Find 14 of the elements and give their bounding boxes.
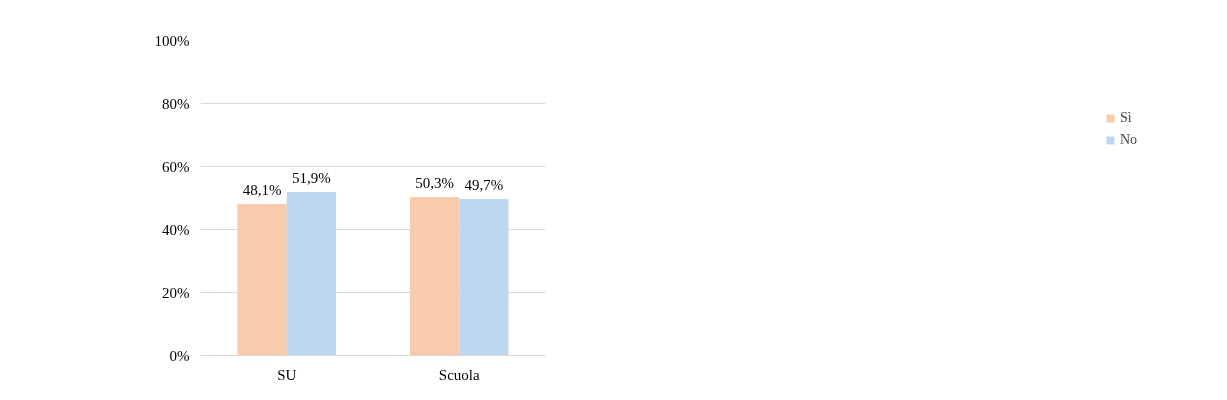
- y-tick-label: 20%: [162, 284, 190, 301]
- x-tick-label: SU: [277, 366, 297, 383]
- data-label: 50,3%: [415, 175, 454, 192]
- data-label: 49,7%: [464, 176, 504, 193]
- x-tick-label: Scuola: [438, 366, 480, 383]
- data-label: 51,9%: [292, 170, 331, 187]
- legend-label: No: [1120, 132, 1139, 148]
- y-tick-label: 80%: [162, 95, 190, 112]
- legend-label: Sì: [1120, 110, 1133, 126]
- data-label: 48,1%: [242, 181, 282, 198]
- y-tick-label: 60%: [162, 158, 190, 175]
- y-tick-label: 0%: [169, 347, 190, 364]
- y-tick-label: 40%: [162, 221, 190, 238]
- y-tick-label: 100%: [154, 32, 190, 49]
